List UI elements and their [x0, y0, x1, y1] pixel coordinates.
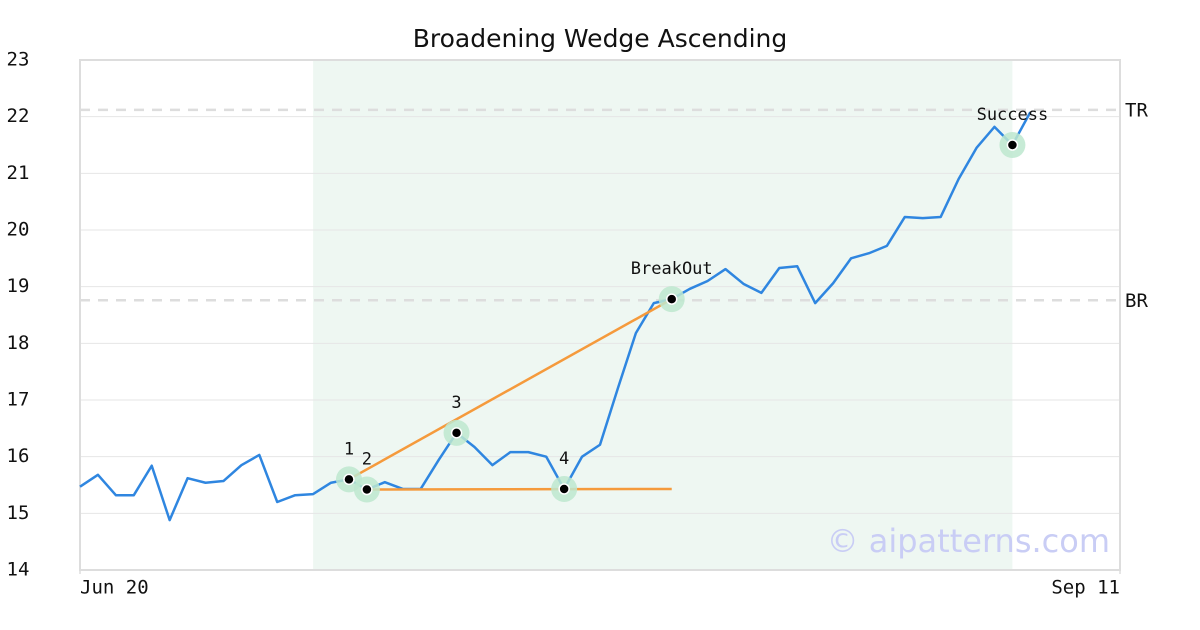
- trend-line: [366, 487, 672, 491]
- pattern-label: Success: [977, 105, 1049, 125]
- level-label: BR: [1125, 290, 1148, 312]
- pattern-region: [313, 60, 1013, 570]
- pattern-point: [558, 483, 570, 495]
- pattern-label: 1: [344, 439, 354, 459]
- chart-title: Broadening Wedge Ascending: [413, 24, 788, 53]
- pattern-label: 4: [559, 449, 569, 469]
- x-tick-label: Sep 11: [1051, 577, 1120, 599]
- y-tick-label: 21: [7, 162, 30, 184]
- y-tick-label: 20: [7, 219, 30, 241]
- y-tick-label: 19: [7, 275, 30, 297]
- y-tick-label: 18: [7, 332, 30, 354]
- level-label: TR: [1125, 99, 1148, 121]
- pattern-label: 2: [362, 450, 372, 470]
- price-line: [79, 111, 1032, 522]
- y-tick-label: 22: [7, 105, 30, 127]
- y-tick-label: 17: [7, 389, 30, 411]
- pattern-point: [665, 293, 678, 305]
- plot-frame: [79, 59, 1121, 571]
- y-tick-label: 16: [7, 445, 30, 467]
- pattern-label: BreakOut: [631, 259, 713, 279]
- pattern-point: [450, 427, 463, 439]
- pattern-point: [361, 483, 373, 496]
- y-tick-label: 15: [7, 502, 30, 524]
- y-tick-label: 23: [7, 49, 30, 71]
- pattern-point: [343, 473, 355, 486]
- pattern-point: [1006, 139, 1019, 151]
- y-tick-label: 14: [7, 559, 30, 581]
- pattern-label: 3: [451, 393, 461, 413]
- trend-line: [348, 298, 673, 481]
- x-tick-label: Jun 20: [80, 577, 149, 599]
- watermark: © aipatterns.com: [827, 522, 1110, 560]
